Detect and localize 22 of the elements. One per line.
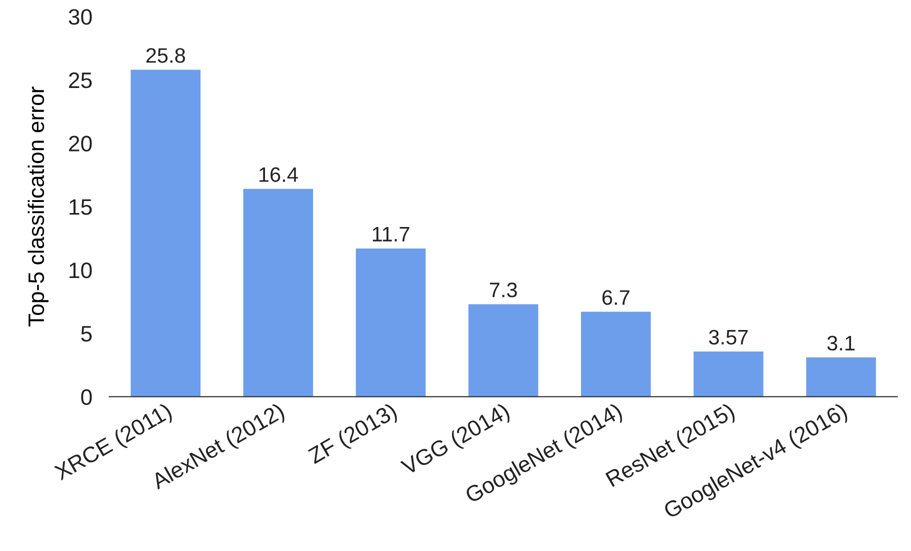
y-axis-title: Top-5 classification error xyxy=(28,86,48,327)
data-label: 3.57 xyxy=(708,330,748,345)
bar xyxy=(581,312,651,397)
bar xyxy=(806,357,876,397)
y-tick-label: 0 xyxy=(81,389,92,405)
data-label: 3.1 xyxy=(827,336,855,351)
bar xyxy=(356,248,426,397)
y-tick-label: 20 xyxy=(69,136,92,152)
data-label: 6.7 xyxy=(602,290,630,305)
y-tick-label: 30 xyxy=(68,9,92,25)
y-tick-label: 5 xyxy=(81,326,92,342)
y-tick-label: 15 xyxy=(70,199,92,215)
bar xyxy=(694,351,764,397)
bar xyxy=(130,70,201,397)
data-label: 25.8 xyxy=(146,48,185,63)
data-label: 11.7 xyxy=(372,227,410,242)
bar xyxy=(468,304,538,397)
data-label: 16.4 xyxy=(259,167,298,182)
y-tick-label: 25 xyxy=(69,72,92,88)
bar xyxy=(243,188,314,397)
y-tick-label: 10 xyxy=(70,262,92,278)
data-label: 7.3 xyxy=(490,282,517,298)
